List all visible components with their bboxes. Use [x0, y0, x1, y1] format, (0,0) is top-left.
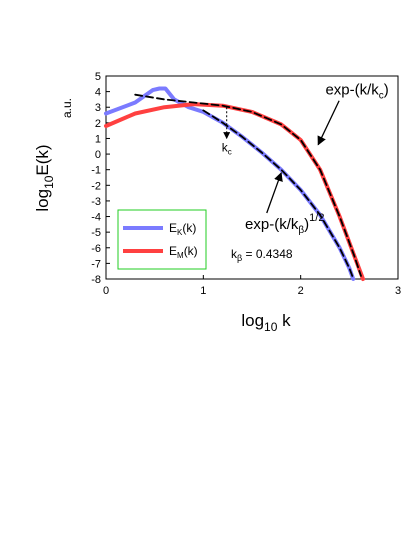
x-axis-label: log10 k [241, 311, 291, 334]
x-tick-label: 1 [200, 285, 206, 297]
kbeta-value-label: kβ = 0.4348 [231, 247, 293, 263]
legend-label-em: EM(k) [169, 244, 198, 260]
y-tick-label: 0 [95, 149, 101, 161]
legend-label-ek: EK(k) [169, 221, 196, 237]
y-tick-label: -7 [91, 258, 101, 270]
y-tick-label: 2 [95, 118, 101, 130]
y-axis-label: log10E(k) [33, 144, 56, 211]
fit-line-exp-kbeta [202, 109, 354, 277]
y-tick-label: -1 [91, 165, 101, 177]
y-tick-label: 5 [95, 71, 101, 83]
exp-kbeta-annotation: exp-(k/kβ)1/2 [245, 212, 324, 236]
fit-line-exp-kc [134, 93, 362, 277]
kc-marker-label: kc [222, 140, 232, 156]
y-tick-label: -3 [91, 196, 101, 208]
exp-kc-annotation: exp-(k/kc) [325, 82, 388, 102]
exp-kbeta-arrow [266, 171, 283, 214]
x-axis-ticks: 0 1 2 3 [103, 275, 401, 297]
y-tick-label: 1 [95, 133, 101, 145]
series-layer [104, 86, 365, 281]
y-axis-unit: a.u. [60, 98, 74, 118]
y-tick-label: -8 [91, 274, 101, 286]
y-tick-label: -2 [91, 180, 101, 192]
y-tick-label: -4 [91, 212, 101, 224]
y-tick-label: 4 [95, 87, 101, 99]
legend: EK(k) EM(k) [117, 209, 207, 270]
y-tick-label: -5 [91, 227, 101, 239]
x-tick-label: 3 [395, 285, 401, 297]
x-tick-label: 0 [103, 285, 109, 297]
y-tick-label: 3 [95, 102, 101, 114]
exp-kc-arrow [317, 100, 340, 146]
y-axis-ticks: 5 4 3 2 1 0 -1 -2 -3 -4 -5 -6 -7 -8 [91, 71, 110, 286]
x-tick-label: 2 [298, 285, 304, 297]
legend-box [117, 209, 207, 270]
y-tick-label: -6 [91, 243, 101, 255]
plot-frame [105, 75, 399, 280]
